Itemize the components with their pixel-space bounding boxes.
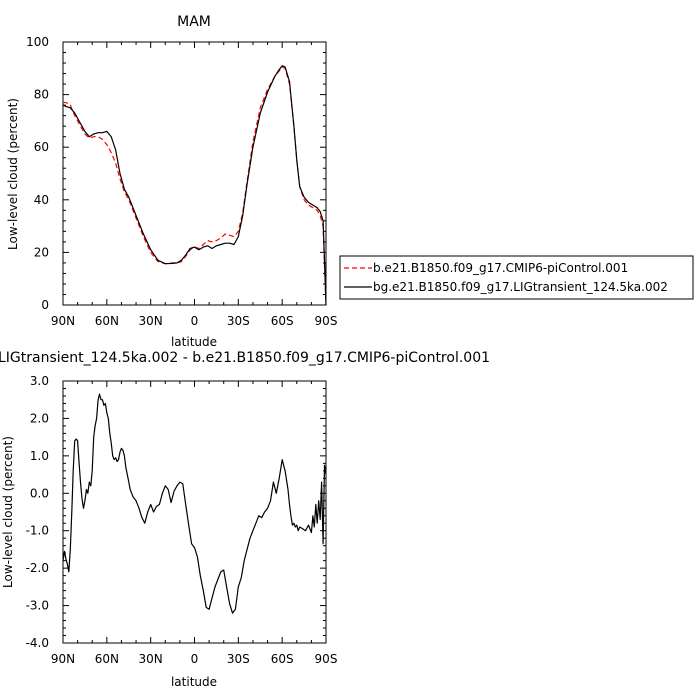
x-tick-label: 30N — [139, 652, 163, 666]
y-tick-label: 100 — [26, 35, 49, 49]
x-tick-label: 30S — [227, 314, 250, 328]
x-tick-label: 60S — [271, 652, 294, 666]
x-tick-label: 90N — [51, 314, 75, 328]
chart-bottom-title: LIGtransient_124.5ka.002 - b.e21.B1850.f… — [0, 350, 490, 366]
x-tick-label: 90N — [51, 652, 75, 666]
chart-top-mam: MAM 90N 60N 30N 0 30S 60S 90S 0 20 40 60 80 100 lati… — [6, 14, 694, 349]
chart-bottom-difference: LIGtransient_124.5ka.002 - b.e21.B1850.f… — [0, 350, 490, 689]
y-tick-label: -2.0 — [26, 561, 49, 575]
chart-bottom-x-axis-label: latitude — [171, 675, 217, 689]
x-tick-label: 90S — [315, 652, 338, 666]
chart-top-y-axis-label: Low-level cloud (percent) — [6, 98, 20, 250]
y-tick-label: 80 — [34, 88, 49, 102]
chart-bottom-y-axis-label: Low-level cloud (percent) — [1, 436, 15, 588]
y-tick-label: 2.0 — [30, 411, 49, 425]
y-tick-label: 60 — [34, 140, 49, 154]
x-tick-label: 30N — [139, 314, 163, 328]
y-tick-label: -1.0 — [26, 524, 49, 538]
y-tick-label: 20 — [34, 245, 49, 259]
series-line-0 — [63, 66, 327, 306]
legend-label-LIGtransient: bg.e21.B1850.f09_g17.LIGtransient_124.5k… — [373, 280, 668, 294]
y-tick-label: 1.0 — [30, 449, 49, 463]
x-tick-label: 60N — [95, 314, 119, 328]
chart-top-legend: b.e21.B1850.f09_g17.CMIP6-piControl.001 … — [339, 255, 694, 300]
chart-top-title: MAM — [177, 14, 211, 30]
chart-top-x-axis-label: latitude — [171, 335, 217, 349]
x-tick-label: 60N — [95, 652, 119, 666]
y-tick-label: 3.0 — [30, 374, 49, 388]
x-tick-label: 30S — [227, 652, 250, 666]
x-tick-label: 90S — [315, 314, 338, 328]
plot-frame — [62, 380, 327, 644]
y-tick-label: 0.0 — [30, 486, 49, 500]
plot-frame — [62, 41, 327, 306]
legend-label-piControl: b.e21.B1850.f09_g17.CMIP6-piControl.001 — [373, 261, 628, 275]
x-tick-label: 0 — [191, 652, 199, 666]
series-line-0 — [62, 393, 327, 614]
x-tick-label: 60S — [271, 314, 294, 328]
y-tick-label: 0 — [41, 298, 49, 312]
x-tick-label: 0 — [191, 314, 199, 328]
legend-frame — [339, 255, 694, 300]
y-tick-label: -3.0 — [26, 599, 49, 613]
chart-bottom-plot-area: 90N 60N 30N 0 30S 60S 90S -4.0 -3.0 -2.0 -1.0 0.0 1.… — [26, 374, 338, 666]
y-tick-label: 40 — [34, 193, 49, 207]
chart-top-plot-area: 90N 60N 30N 0 30S 60S 90S 0 20 40 60 80 100 — [26, 35, 337, 328]
y-tick-label: -4.0 — [26, 636, 49, 650]
series-line-1 — [62, 65, 327, 306]
